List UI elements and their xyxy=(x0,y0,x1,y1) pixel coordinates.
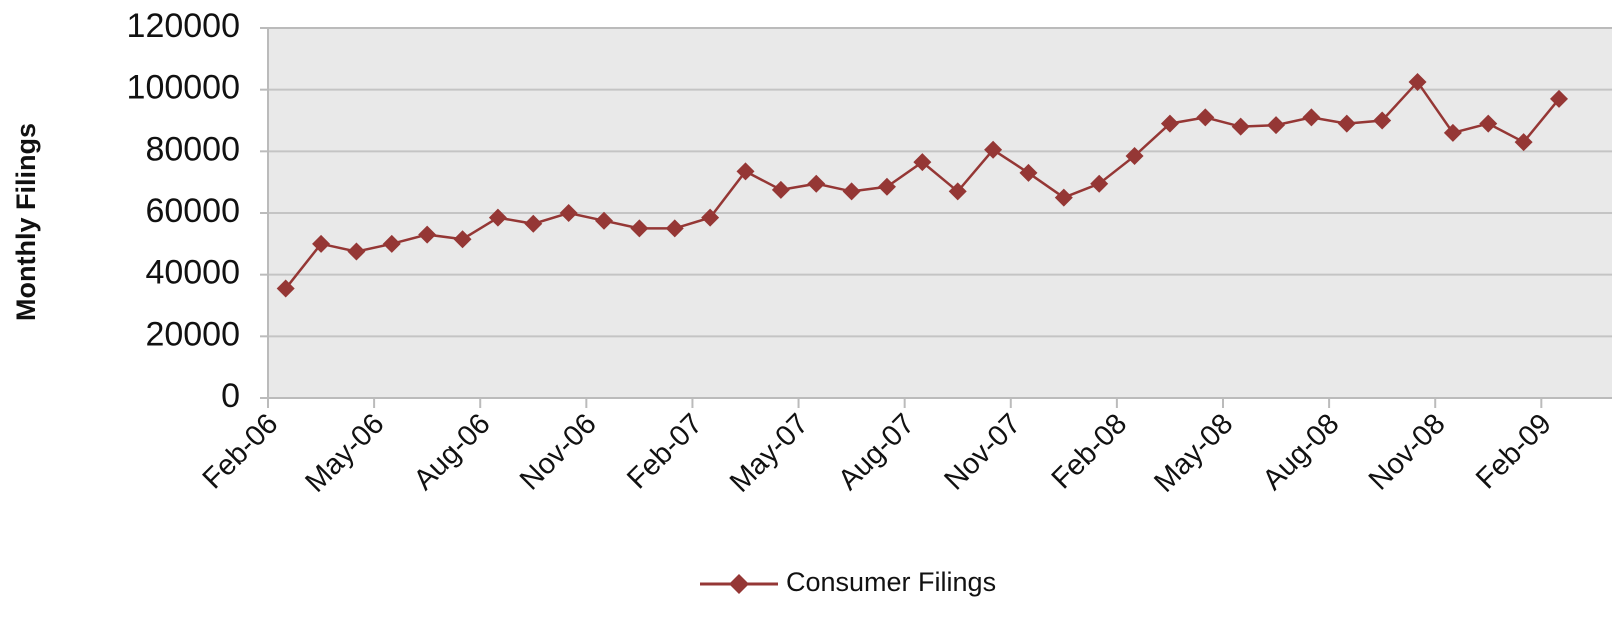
x-tick-label: Feb-07 xyxy=(621,408,709,496)
x-tick-label: Feb-09 xyxy=(1470,408,1558,496)
x-tick-label: Feb-06 xyxy=(197,408,285,496)
y-axis-label: Monthly Filings xyxy=(11,123,41,321)
point xyxy=(771,180,790,199)
x-tick-label: May-06 xyxy=(299,408,390,499)
point xyxy=(948,182,967,201)
point xyxy=(984,140,1003,159)
point xyxy=(524,214,543,233)
x-tick-label: Feb-08 xyxy=(1046,408,1134,496)
point xyxy=(701,208,720,227)
point xyxy=(382,234,401,253)
x-tick-label: Nov-08 xyxy=(1363,408,1452,497)
point xyxy=(312,234,331,253)
point xyxy=(1090,174,1109,193)
point xyxy=(595,211,614,230)
point xyxy=(488,208,507,227)
point xyxy=(913,153,932,172)
point xyxy=(1054,188,1073,207)
x-tick-label: May-08 xyxy=(1148,408,1239,499)
y-tick-label: 40000 xyxy=(145,254,240,292)
x-tick-label: Aug-06 xyxy=(408,408,497,497)
point xyxy=(1514,133,1533,152)
point xyxy=(1373,111,1392,130)
point xyxy=(1160,114,1179,133)
x-tick-label: May-07 xyxy=(724,408,815,499)
y-tick-label: 0 xyxy=(221,377,240,415)
x-tick-label: Aug-08 xyxy=(1257,408,1346,497)
point xyxy=(807,174,826,193)
y-tick-label: 80000 xyxy=(145,130,240,168)
y-tick-label: 120000 xyxy=(127,7,240,45)
y-tick-label: 60000 xyxy=(145,192,240,230)
legend-marker xyxy=(729,574,749,594)
point xyxy=(1267,116,1286,135)
point xyxy=(877,177,896,196)
point xyxy=(1408,72,1427,91)
point xyxy=(1550,89,1569,108)
y-tick-label: 100000 xyxy=(127,69,240,107)
point xyxy=(347,242,366,261)
point xyxy=(1443,123,1462,142)
y-tick-label: 20000 xyxy=(145,315,240,353)
point xyxy=(1196,108,1215,127)
point xyxy=(418,225,437,244)
point xyxy=(842,182,861,201)
point xyxy=(736,162,755,181)
point xyxy=(453,230,472,249)
point xyxy=(1125,146,1144,165)
legend-label: Consumer Filings xyxy=(786,567,996,597)
point xyxy=(1302,108,1321,127)
point xyxy=(1337,114,1356,133)
point xyxy=(276,279,295,298)
point xyxy=(665,219,684,238)
point xyxy=(1019,163,1038,182)
x-tick-label: Nov-06 xyxy=(514,408,603,497)
point xyxy=(630,219,649,238)
x-tick-label: Aug-07 xyxy=(832,408,921,497)
point xyxy=(1479,114,1498,133)
x-tick-label: Nov-07 xyxy=(938,408,1027,497)
point xyxy=(559,204,578,222)
point xyxy=(1231,117,1250,136)
